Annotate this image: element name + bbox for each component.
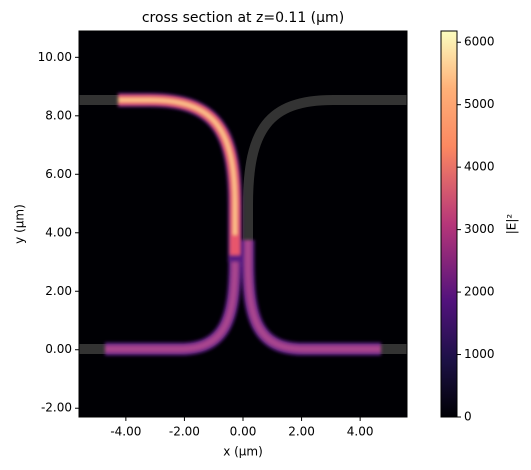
y-tick-label: 8.00 xyxy=(45,108,72,122)
x-tick-label: 4.00 xyxy=(347,425,374,439)
colorbar xyxy=(440,30,458,418)
x-tick-label: 2.00 xyxy=(288,425,315,439)
x-tick-label: -4.00 xyxy=(110,425,141,439)
y-tick-label: 10.00 xyxy=(38,50,72,64)
colorbar-tick-label: 1000 xyxy=(464,347,495,361)
y-tick-label: 4.00 xyxy=(45,225,72,239)
y-tick-label: -2.00 xyxy=(41,401,72,415)
chart-title: cross section at z=0.11 (µm) xyxy=(142,10,344,26)
y-tick-label: 0.00 xyxy=(45,342,72,356)
colorbar-tick-label: 5000 xyxy=(464,97,495,111)
x-axis-label: x (µm) xyxy=(223,445,263,459)
x-tick-label: 0.00 xyxy=(230,425,257,439)
colorbar-label: |E|² xyxy=(505,214,519,235)
y-tick-label: 2.00 xyxy=(45,284,72,298)
colorbar-tick-label: 4000 xyxy=(464,160,495,174)
x-tick-label: -2.00 xyxy=(169,425,200,439)
colorbar-tick-label: 0 xyxy=(464,410,472,424)
colorbar-tick-label: 2000 xyxy=(464,285,495,299)
field xyxy=(105,93,381,356)
colorbar-tick-label: 3000 xyxy=(464,222,495,236)
y-axis-label: y (µm) xyxy=(13,204,27,244)
colorbar-tick-label: 6000 xyxy=(464,35,495,49)
y-tick-label: 6.00 xyxy=(45,167,72,181)
